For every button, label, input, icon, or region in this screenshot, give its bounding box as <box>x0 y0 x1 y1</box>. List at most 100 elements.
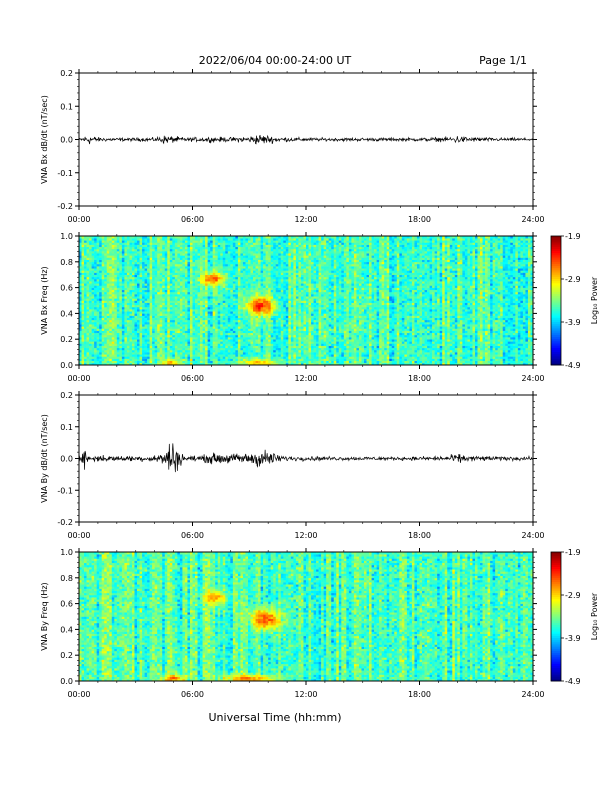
spectrogram-cell <box>102 262 105 264</box>
spectrogram-cell <box>266 356 269 358</box>
spectrogram-cell <box>256 279 259 281</box>
spectrogram-cell <box>157 354 160 356</box>
spectrogram-cell <box>175 318 178 320</box>
spectrogram-cell <box>195 305 198 307</box>
spectrogram-cell <box>165 324 168 326</box>
spectrogram-cell <box>261 328 264 330</box>
spectrogram-cell <box>170 341 173 343</box>
spectrogram-cell <box>205 268 208 270</box>
spectrogram-cell <box>172 249 175 251</box>
spectrogram-cell <box>238 350 241 352</box>
spectrogram-cell <box>220 307 223 309</box>
spectrogram-cell <box>210 266 213 268</box>
spectrogram-cell <box>208 258 211 260</box>
spectrogram-cell <box>240 313 243 315</box>
spectrogram-cell <box>251 335 254 337</box>
spectrogram-cell <box>195 294 198 296</box>
spectrogram-cell <box>102 285 105 287</box>
spectrogram-cell <box>223 262 226 264</box>
spectrogram-cell <box>165 262 168 264</box>
spectrogram-cell <box>266 298 269 300</box>
spectrogram-cell <box>233 251 236 253</box>
spectrogram-cell <box>245 270 248 272</box>
spectrogram-cell <box>205 270 208 272</box>
spectrogram-cell <box>165 348 168 350</box>
spectrogram-cell <box>271 277 274 279</box>
spectrogram-cell <box>150 324 153 326</box>
spectrogram-cell <box>94 268 97 270</box>
spectrogram-cell <box>142 322 145 324</box>
spectrogram-cell <box>147 350 150 352</box>
spectrogram-cell <box>134 249 137 251</box>
spectrogram-cell <box>167 281 170 283</box>
spectrogram-cell <box>134 294 137 296</box>
spectrogram-cell <box>203 341 206 343</box>
spectrogram-cell <box>142 290 145 292</box>
spectrogram-cell <box>195 344 198 346</box>
spectrogram-cell <box>140 346 143 348</box>
spectrogram-cell <box>225 251 228 253</box>
spectrogram-cell <box>92 242 95 244</box>
spectrogram-cell <box>271 268 274 270</box>
spectrogram-cell <box>198 290 201 292</box>
spectrogram-cell <box>253 344 256 346</box>
spectrogram-cell <box>102 341 105 343</box>
spectrogram-cell <box>268 303 271 305</box>
spectrogram-cell <box>220 346 223 348</box>
spectrogram-cell <box>185 294 188 296</box>
spectrogram-cell <box>117 285 120 287</box>
spectrogram-cell <box>273 249 276 251</box>
spectrogram-cell <box>157 242 160 244</box>
spectrogram-cell <box>220 277 223 279</box>
spectrogram-cell <box>276 279 279 281</box>
spectrogram-cell <box>238 238 241 240</box>
spectrogram-cell <box>281 352 284 354</box>
spectrogram-cell <box>203 275 206 277</box>
spectrogram-cell <box>137 348 140 350</box>
spectrogram-cell <box>124 361 127 363</box>
y-tick-label: 0.0 <box>60 136 73 145</box>
spectrogram-cell <box>145 359 148 361</box>
spectrogram-cell <box>140 316 143 318</box>
spectrogram-cell <box>198 313 201 315</box>
spectrogram-cell <box>281 328 284 330</box>
spectrogram-cell <box>203 348 206 350</box>
spectrogram-cell <box>122 245 125 247</box>
spectrogram-cell <box>228 301 231 303</box>
spectrogram-cell <box>268 339 271 341</box>
spectrogram-cell <box>233 331 236 333</box>
spectrogram-cell <box>99 311 102 313</box>
spectrogram-cell <box>243 262 246 264</box>
spectrogram-cell <box>152 290 155 292</box>
spectrogram-cell <box>228 285 231 287</box>
spectrogram-cell <box>281 262 284 264</box>
spectrogram-cell <box>127 350 130 352</box>
spectrogram-cell <box>251 359 254 361</box>
spectrogram-cell <box>140 350 143 352</box>
spectrogram-cell <box>271 245 274 247</box>
spectrogram-cell <box>248 339 251 341</box>
spectrogram-cell <box>205 262 208 264</box>
spectrogram-cell <box>256 354 259 356</box>
spectrogram-cell <box>256 335 259 337</box>
spectrogram-cell <box>228 346 231 348</box>
spectrogram-cell <box>124 341 127 343</box>
spectrogram-cell <box>245 326 248 328</box>
spectrogram-cell <box>177 335 180 337</box>
spectrogram-cell <box>203 309 206 311</box>
spectrogram-cell <box>127 339 130 341</box>
spectrogram-cell <box>185 361 188 363</box>
spectrogram-cell <box>258 262 261 264</box>
spectrogram-cell <box>117 352 120 354</box>
spectrogram-cell <box>165 354 168 356</box>
spectrogram-cell <box>140 341 143 343</box>
spectrogram-cell <box>104 262 107 264</box>
spectrogram-cell <box>278 324 281 326</box>
spectrogram-cell <box>238 359 241 361</box>
spectrogram-cell <box>256 324 259 326</box>
spectrogram-cell <box>225 266 228 268</box>
spectrogram-cell <box>94 303 97 305</box>
spectrogram-cell <box>134 320 137 322</box>
spectrogram-cell <box>281 311 284 313</box>
spectrogram-cell <box>167 331 170 333</box>
